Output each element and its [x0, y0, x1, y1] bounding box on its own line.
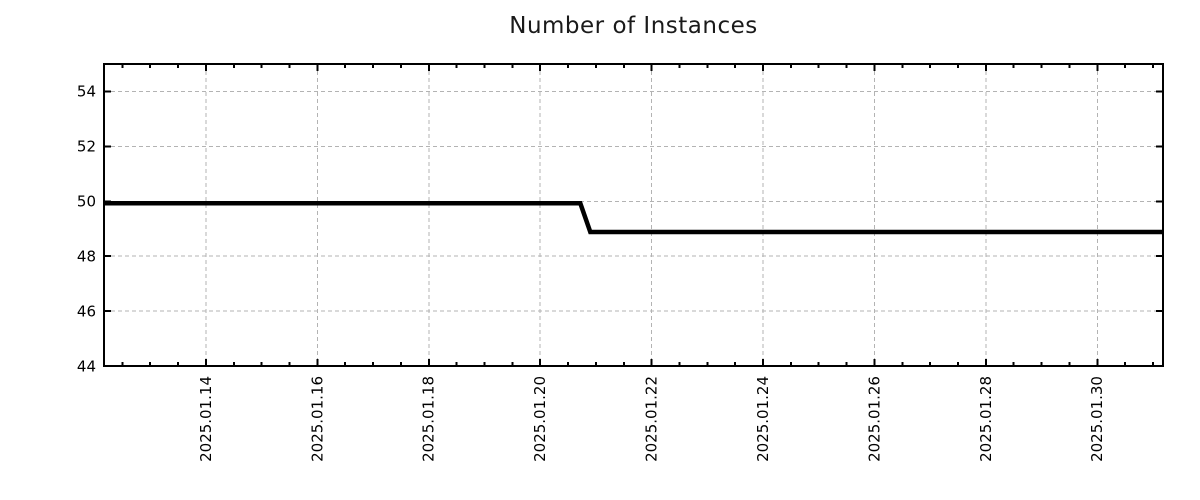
x-tick-label: 2025.01.26 [865, 376, 883, 462]
y-tick-label: 54 [77, 83, 96, 101]
x-tick-label: 2025.01.20 [531, 376, 549, 462]
y-tick-label: 48 [77, 247, 96, 265]
y-tick-label: 44 [77, 357, 96, 375]
x-tick-label: 2025.01.24 [754, 376, 772, 462]
plot-border [103, 63, 1164, 367]
x-tick-label: 2025.01.28 [977, 376, 995, 462]
x-tick-label: 2025.01.18 [420, 376, 438, 462]
y-tick-label: 52 [77, 138, 96, 156]
x-tick-label: 2025.01.22 [643, 376, 661, 462]
x-tick-label: 2025.01.16 [308, 376, 326, 462]
y-tick-label: 46 [77, 302, 96, 320]
x-tick-label: 2025.01.30 [1088, 376, 1106, 462]
y-tick-label: 50 [77, 193, 96, 211]
x-tick-label: 2025.01.14 [197, 376, 215, 462]
series-line [104, 200, 1163, 235]
chart-title: Number of Instances [509, 13, 758, 39]
